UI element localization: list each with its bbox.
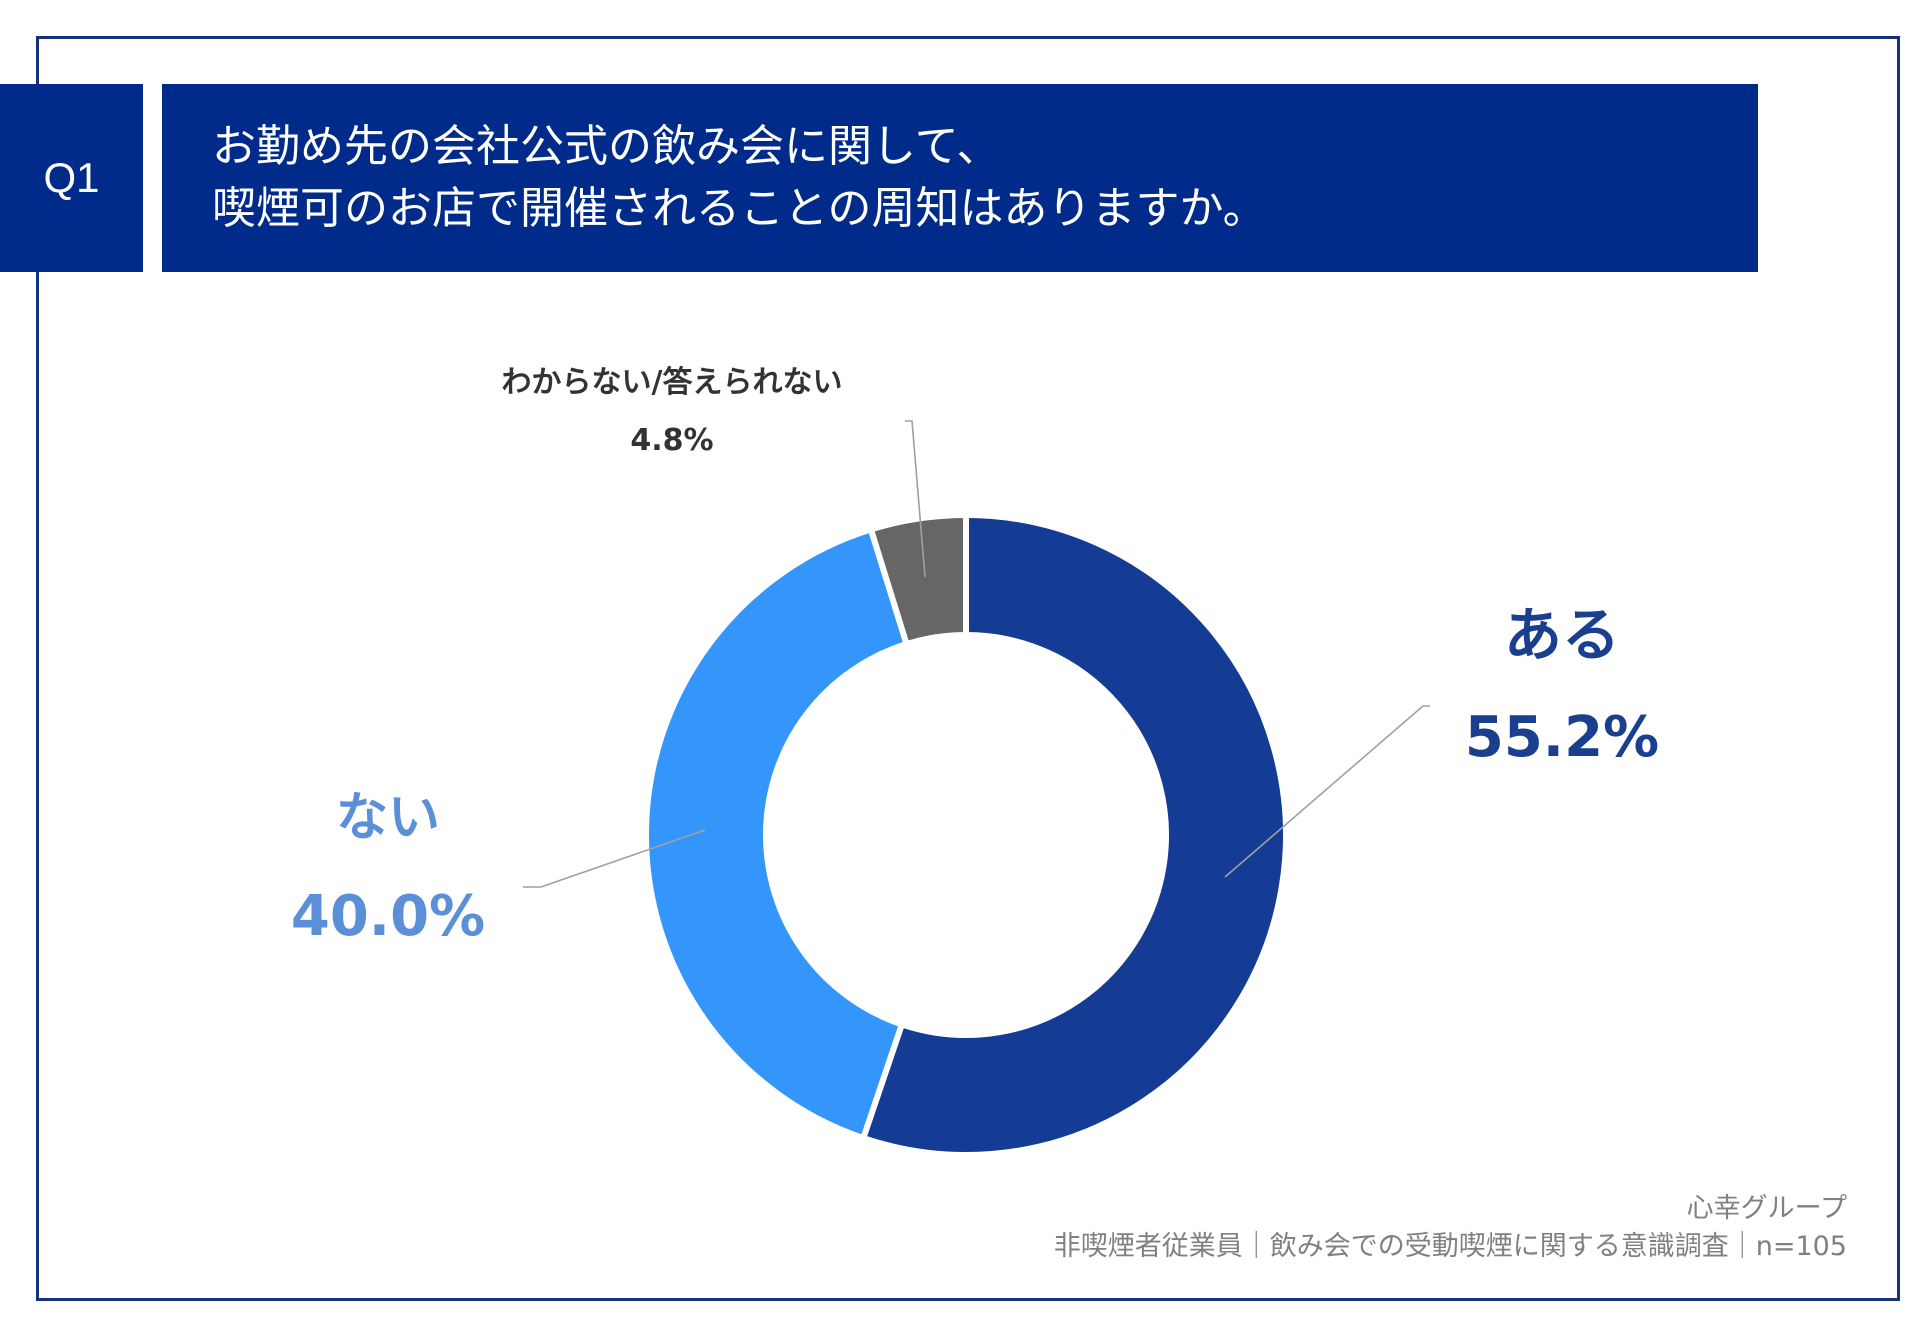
slice-value-1: 40.0% [291,884,485,949]
leader-line-1 [523,829,706,888]
slice-1 [643,525,911,1142]
question-badge: Q1 [0,84,143,272]
leader-line-0 [1224,705,1430,878]
footer: 心幸グループ 非喫煙者従業員｜飲み会での受動喫煙に関する意識調査｜n=105 [1054,1190,1847,1266]
slice-value-0: 55.2% [1465,705,1659,770]
slice-label-2: わからない/答えられない [502,365,843,400]
chart-frame [36,36,1900,1301]
leader-line-2 [905,420,926,578]
slice-0 [859,511,1290,1158]
slice-value-2: 4.8% [630,423,713,458]
question-title-line-1: お勤め先の会社公式の飲み会に関して、 [212,121,1001,172]
footer-source: 心幸グループ [1686,1193,1847,1224]
footer-survey-info: 非喫煙者従業員｜飲み会での受動喫煙に関する意識調査｜n=105 [1053,1231,1847,1262]
slice-label-1: ない [336,788,440,848]
slice-2 [867,511,969,648]
slice-label-0: ある [1504,601,1620,669]
question-title-line-2: 喫煙可のお店で開催されることの周知はありますか。 [212,183,1267,234]
question-title: お勤め先の会社公式の飲み会に関して、 喫煙可のお店で開催されることの周知はありま… [162,84,1758,272]
